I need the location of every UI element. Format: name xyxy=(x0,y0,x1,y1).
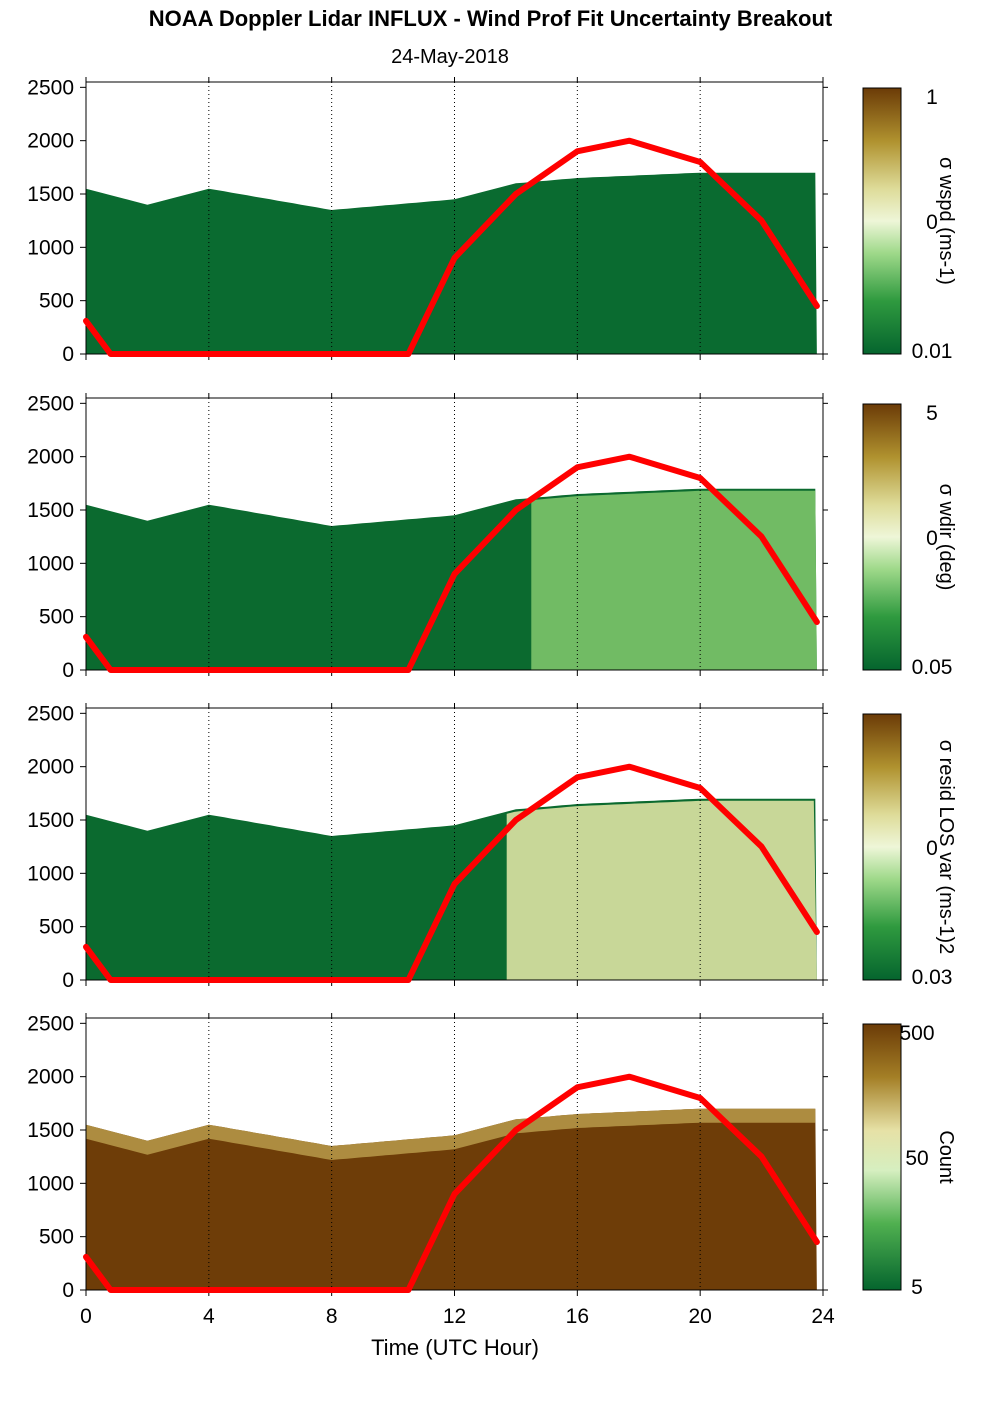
x-tick-label: 20 xyxy=(688,1305,711,1328)
colorbar-tick-label: 0.03 xyxy=(912,966,953,989)
colorbar-tick-label: 0 xyxy=(926,211,938,234)
y-tick-label: 0 xyxy=(62,659,74,682)
colorbar-label: σ wspd (ms-1) xyxy=(935,157,957,285)
y-tick-label: 1000 xyxy=(27,862,74,885)
y-tick-label: 1500 xyxy=(27,809,74,832)
y-tick-label: 1000 xyxy=(27,236,74,259)
colorbar xyxy=(862,713,902,981)
y-tick-label: 2500 xyxy=(27,392,74,415)
colorbar-tick-label: 5 xyxy=(926,402,938,425)
colorbar-tick-label: 0.01 xyxy=(912,340,953,363)
x-axis-label: Time (UTC Hour) xyxy=(371,1335,539,1360)
red-curve xyxy=(83,763,820,983)
colorbar-tick-label: 0.05 xyxy=(912,656,953,679)
y-tick-label: 0 xyxy=(62,343,74,366)
panel-4: 0 500 1000 1500 2000 2500 0 4 8 12 16 20 24 500 50 5 Cou… xyxy=(27,1012,957,1328)
colorbar xyxy=(862,1023,902,1291)
red-curve xyxy=(83,453,820,673)
y-tick-label: 1500 xyxy=(27,499,74,522)
y-tick-label: 1500 xyxy=(27,183,74,206)
panel-3: 0 500 1000 1500 2000 2500 0 0.03 σ resid LOS var… xyxy=(27,702,957,992)
chart-subtitle: 24-May-2018 xyxy=(391,46,509,68)
panel-2: 0 500 1000 1500 2000 2500 5 0 0.05 σ wdir (deg) xyxy=(27,392,957,682)
x-tick-label: 24 xyxy=(811,1305,835,1328)
colorbar-tick-label: 5 xyxy=(911,1276,923,1299)
y-tick-label: 2500 xyxy=(27,702,74,725)
y-tick-label: 500 xyxy=(39,916,74,939)
colorbar-tick-label: 1 xyxy=(926,86,938,109)
colorbar xyxy=(862,87,902,355)
y-tick-label: 1000 xyxy=(27,1172,74,1195)
colorbar-label: σ wdir (deg) xyxy=(935,484,957,591)
y-tick-label: 2500 xyxy=(27,76,74,99)
y-tick-label: 2000 xyxy=(27,1066,74,1089)
x-tick-label: 8 xyxy=(326,1305,338,1328)
y-tick-label: 0 xyxy=(62,969,74,992)
colorbar-tick-label: 500 xyxy=(899,1022,934,1045)
y-tick-label: 500 xyxy=(39,290,74,313)
x-tick-label: 12 xyxy=(443,1305,466,1328)
colorbar-tick-label: 50 xyxy=(905,1147,928,1170)
y-tick-label: 0 xyxy=(62,1279,74,1302)
chart-title: NOAA Doppler Lidar INFLUX - Wind Prof Fi… xyxy=(148,6,833,31)
y-tick-label: 2000 xyxy=(27,756,74,779)
colorbar-label: σ resid LOS var (ms-1)2 xyxy=(935,740,957,955)
y-tick-label: 2500 xyxy=(27,1012,74,1035)
colorbar-label: Count xyxy=(935,1130,957,1184)
y-tick-label: 500 xyxy=(39,606,74,629)
y-tick-label: 500 xyxy=(39,1226,74,1249)
x-tick-label: 16 xyxy=(566,1305,589,1328)
red-curve xyxy=(83,137,820,357)
red-curve xyxy=(83,1073,820,1293)
colorbar-tick-label: 0 xyxy=(926,837,938,860)
colorbar-tick-label: 0 xyxy=(926,527,938,550)
y-tick-label: 2000 xyxy=(27,130,74,153)
x-tick-label: 0 xyxy=(80,1305,92,1328)
y-tick-label: 1000 xyxy=(27,552,74,575)
y-tick-label: 1500 xyxy=(27,1119,74,1142)
daytime-zone xyxy=(531,490,817,670)
panel-1: 0 500 1000 1500 2000 2500 1 0 0.01 σ wspd (ms-1) xyxy=(27,76,957,366)
daytime-zone xyxy=(506,800,817,980)
y-tick-label: 2000 xyxy=(27,446,74,469)
ceiling-band xyxy=(86,1108,816,1160)
x-tick-label: 4 xyxy=(203,1305,215,1328)
colorbar xyxy=(862,403,902,671)
